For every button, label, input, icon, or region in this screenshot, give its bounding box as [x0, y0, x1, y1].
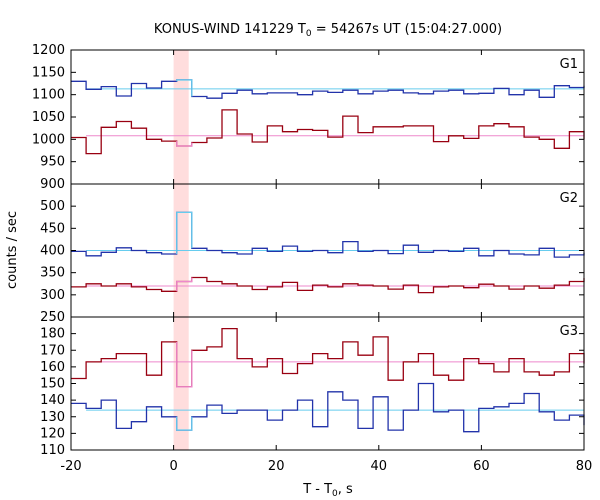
- series-high-channel: [71, 211, 585, 258]
- series-low-channel: [71, 327, 585, 388]
- series-high-channel: [71, 382, 585, 433]
- y-tick-label: 170: [40, 343, 65, 358]
- series-low-trigger-bin: [176, 277, 193, 292]
- y-tick-label: 160: [40, 360, 65, 375]
- y-tick-label: 950: [40, 155, 65, 170]
- y-tick-label: 140: [40, 393, 65, 408]
- y-tick-label: 1200: [32, 43, 65, 58]
- x-tick-label: 80: [576, 459, 593, 474]
- panel-g1: 900 950 1000 1050 1100 1150 1200 G1: [32, 43, 585, 192]
- panel-g2: 250 300 350 400 450 500 G2: [40, 183, 585, 325]
- series-high-channel: [71, 79, 585, 99]
- chart-title: KONUS-WIND 141229 T0 = 54267s UT (15:04:…: [154, 22, 502, 39]
- panels-group: 900 950 1000 1050 1100 1150 1200 G1 250 300 350 400…: [32, 43, 585, 458]
- panel-label: G1: [560, 57, 578, 72]
- x-tick-label: 40: [371, 459, 388, 474]
- y-tick-label: 300: [40, 288, 65, 303]
- series-low-trigger-bin: [176, 341, 193, 388]
- x-axis-label: T - T0, s: [302, 482, 353, 499]
- panel-label: G2: [560, 191, 578, 206]
- y-tick-label: 110: [40, 443, 65, 458]
- series-low-trigger-bin: [176, 141, 193, 147]
- y-tick-label: 150: [40, 377, 65, 392]
- series-low-channel: [71, 276, 585, 294]
- y-tick-label: 1050: [32, 110, 65, 125]
- y-tick-label: 250: [40, 310, 65, 325]
- highlight-band: [173, 50, 189, 184]
- panel-frame: [70, 316, 585, 451]
- panel-frame: [70, 49, 585, 185]
- series-high-trigger-bin: [176, 416, 193, 431]
- y-tick-label: 180: [40, 327, 65, 342]
- y-tick-label: 1000: [32, 132, 65, 147]
- y-tick-label: 1150: [32, 65, 65, 80]
- x-tick-label: 20: [268, 459, 285, 474]
- series-high-trigger-bin: [176, 79, 193, 97]
- y-tick-label: 900: [40, 177, 65, 192]
- y-tick-label: 1100: [32, 88, 65, 103]
- y-tick-label: 450: [40, 221, 65, 236]
- panel-label: G3: [560, 324, 578, 339]
- x-axis: -20 0 20 40 60 80: [60, 459, 592, 474]
- x-tick-label: 60: [473, 459, 490, 474]
- y-tick-label: 350: [40, 266, 65, 281]
- y-axis-label: counts / sec: [5, 211, 20, 289]
- x-tick-label: -20: [60, 459, 81, 474]
- series-low-channel: [71, 109, 585, 155]
- x-tick-label: 0: [169, 459, 177, 474]
- series-high-trigger-bin: [176, 211, 193, 255]
- y-tick-label: 500: [40, 199, 65, 214]
- y-tick-label: 400: [40, 244, 65, 259]
- y-tick-label: 130: [40, 410, 65, 425]
- y-tick-label: 120: [40, 426, 65, 441]
